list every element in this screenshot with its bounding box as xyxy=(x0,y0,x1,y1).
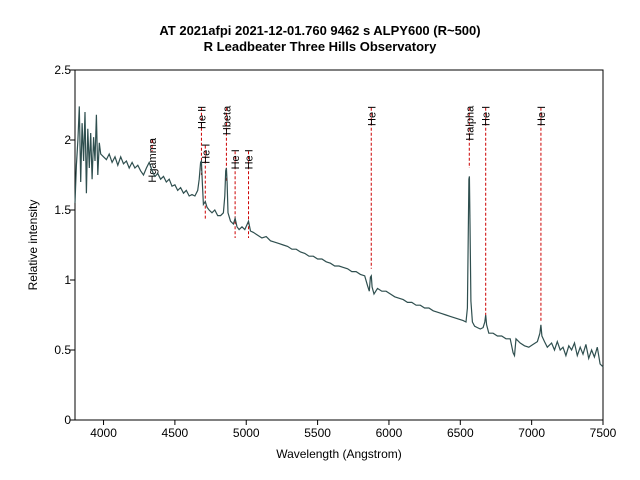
x-tick-label: 5000 xyxy=(233,426,260,440)
y-tick-label: 2 xyxy=(64,133,71,147)
y-axis-label: Relative intensity xyxy=(26,200,40,291)
annotation-label: Hbeta xyxy=(221,105,233,135)
x-tick-label: 7000 xyxy=(518,426,545,440)
annotation-label: He I xyxy=(200,144,212,164)
annotation-label: He I xyxy=(244,149,256,169)
y-tick-label: 0 xyxy=(64,413,71,427)
annotation-label: He I xyxy=(366,106,378,126)
x-tick-label: 4000 xyxy=(90,426,117,440)
annotation-label: Halpha xyxy=(464,105,476,141)
annotation-label: He I xyxy=(230,149,242,169)
plot-area-frame xyxy=(74,69,604,421)
y-tick-label: 0.5 xyxy=(54,343,71,357)
x-tick-label: 7500 xyxy=(590,426,617,440)
x-tick-label: 6000 xyxy=(376,426,403,440)
chart-subtitle: R Leadbeater Three Hills Observatory xyxy=(203,39,437,54)
annotation-label: He II xyxy=(196,106,208,129)
y-tick-label: 1 xyxy=(64,273,71,287)
x-axis-label: Wavelength (Angstrom) xyxy=(276,447,402,461)
annotation-label: Hgamma xyxy=(147,137,159,183)
axis-ticks: 4000 4500 5000 5500 6000 6500 7000 7500 0 0.5 1 1.5… xyxy=(54,63,616,440)
annotation-label: He I xyxy=(536,106,548,126)
x-tick-label: 6500 xyxy=(447,426,474,440)
annotation-label: He I xyxy=(481,106,493,126)
spectrum-line xyxy=(74,106,604,368)
y-tick-label: 2.5 xyxy=(54,63,71,77)
chart-title: AT 2021afpi 2021-12-01.760 9462 s ALPY60… xyxy=(159,23,481,38)
y-tick-label: 1.5 xyxy=(54,203,71,217)
x-tick-label: 4500 xyxy=(162,426,189,440)
x-tick-label: 5500 xyxy=(304,426,331,440)
